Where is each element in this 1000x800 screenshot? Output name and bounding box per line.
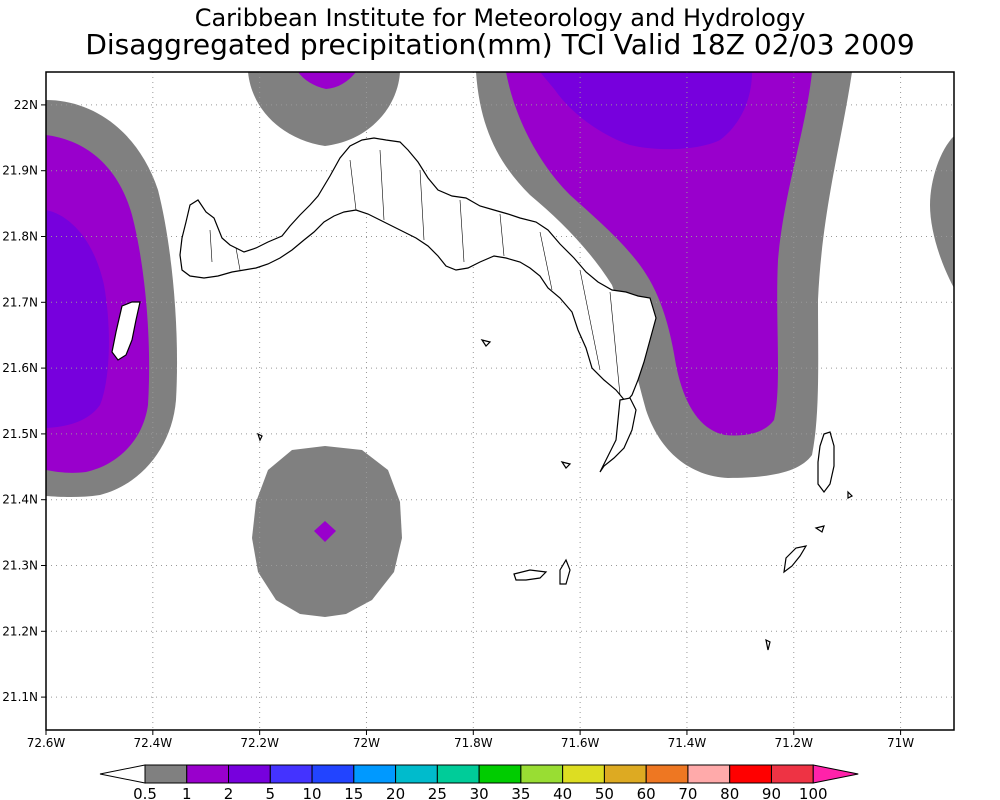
colorbar-swatch xyxy=(395,764,438,784)
island-south-spit xyxy=(599,397,637,473)
latitude-axis: 22N 21.9N 21.8N 21.7N 21.6N 21.5N 21.4N 21.3N 21… xyxy=(2,98,46,704)
island-ambergris xyxy=(513,569,548,581)
colorbar-label: 5 xyxy=(266,785,276,800)
island-caicos-chain xyxy=(179,137,657,403)
colorbar-swatch xyxy=(520,764,564,784)
contour-gray-top-center xyxy=(248,72,400,146)
islet-a xyxy=(480,339,492,347)
colorbar-swatch xyxy=(186,764,230,784)
islet-f xyxy=(256,432,263,442)
coastline xyxy=(111,137,854,651)
colorbar-label: 50 xyxy=(595,785,614,800)
colorbar-upper-arrow xyxy=(812,764,859,784)
colorbar-label: 10 xyxy=(303,785,322,800)
contour-violet-right xyxy=(540,72,752,150)
colorbar-lower-arrow xyxy=(99,764,146,784)
colorbar-label: 70 xyxy=(678,785,697,800)
title-line-2: Disaggregated precipitation(mm) TCI Vali… xyxy=(85,28,915,61)
islet-e xyxy=(560,461,572,469)
colorbar-swatch xyxy=(144,764,188,784)
lon-tick-label: 72.4W xyxy=(134,736,173,750)
island-caicos-interior-lines xyxy=(209,149,621,396)
colorbar-swatch xyxy=(603,764,647,784)
lat-tick-label: 21.7N xyxy=(2,295,38,309)
colorbar-swatch xyxy=(562,764,605,784)
lat-tick-label: 21.2N xyxy=(2,624,38,638)
island-grand-turk xyxy=(817,431,835,493)
colorbar-swatch xyxy=(478,764,522,784)
colorbar-swatch xyxy=(436,764,480,784)
colorbar: 0.5 1 2 5 10 15 20 25 30 35 40 50 60 70 80 90 100 xyxy=(99,764,859,800)
colorbar-swatch xyxy=(729,764,772,784)
colorbar-label: 2 xyxy=(224,785,234,800)
islet-b xyxy=(814,525,825,533)
map-frame xyxy=(45,71,955,731)
colorbar-label: 15 xyxy=(344,785,363,800)
colorbar-label: 35 xyxy=(511,785,530,800)
colorbar-label: 20 xyxy=(386,785,405,800)
colorbar-swatch xyxy=(228,764,271,784)
colorbar-swatch xyxy=(353,764,397,784)
colorbar-swatch xyxy=(687,764,731,784)
colorbar-swatch xyxy=(269,764,313,784)
contour-magenta-top-center xyxy=(298,72,356,89)
lon-tick-label: 71.2W xyxy=(774,736,813,750)
contour-magenta-right xyxy=(506,72,812,436)
lat-tick-label: 21.6N xyxy=(2,361,38,375)
lon-tick-label: 71W xyxy=(887,736,914,750)
colorbar-label: 80 xyxy=(720,785,739,800)
lon-tick-label: 72.2W xyxy=(240,736,279,750)
islet-c xyxy=(847,490,854,499)
lat-tick-label: 21.1N xyxy=(2,690,38,704)
lat-tick-label: 21.8N xyxy=(2,230,38,244)
colorbar-swatch xyxy=(645,764,689,784)
island-west-caicos xyxy=(111,301,141,361)
colorbar-label: 0.5 xyxy=(133,785,157,800)
colorbar-swatch xyxy=(311,764,355,784)
islet-d xyxy=(765,638,771,651)
lat-tick-label: 21.9N xyxy=(2,164,38,178)
contour-magenta-point xyxy=(314,521,336,542)
island-salt-cay xyxy=(783,545,808,574)
colorbar-label: 90 xyxy=(762,785,781,800)
lat-tick-label: 21.4N xyxy=(2,493,38,507)
lon-tick-label: 72W xyxy=(353,736,380,750)
lon-tick-label: 71.8W xyxy=(454,736,493,750)
colorbar-label: 100 xyxy=(799,785,828,800)
lat-tick-label: 22N xyxy=(14,98,38,112)
colorbar-label: 60 xyxy=(637,785,656,800)
colorbar-label: 1 xyxy=(182,785,192,800)
longitude-axis: 72.6W 72.4W 72.2W 72W 71.8W 71.6W 71.4W 71.2W 71… xyxy=(27,730,914,750)
colorbar-label: 25 xyxy=(428,785,447,800)
island-little-ambergris xyxy=(559,558,571,585)
lat-tick-label: 21.3N xyxy=(2,559,38,573)
contour-gray-far-right xyxy=(930,136,954,288)
lon-tick-label: 71.6W xyxy=(561,736,600,750)
colorbar-label: 30 xyxy=(470,785,489,800)
title-line-1: Caribbean Institute for Meteorology and … xyxy=(194,4,806,32)
lat-tick-label: 21.5N xyxy=(2,427,38,441)
precipitation-field xyxy=(46,72,954,617)
contour-violet-left xyxy=(46,210,109,428)
colorbar-swatch xyxy=(770,764,814,784)
lon-tick-label: 71.4W xyxy=(668,736,707,750)
lon-tick-label: 72.6W xyxy=(27,736,66,750)
colorbar-label: 40 xyxy=(553,785,572,800)
